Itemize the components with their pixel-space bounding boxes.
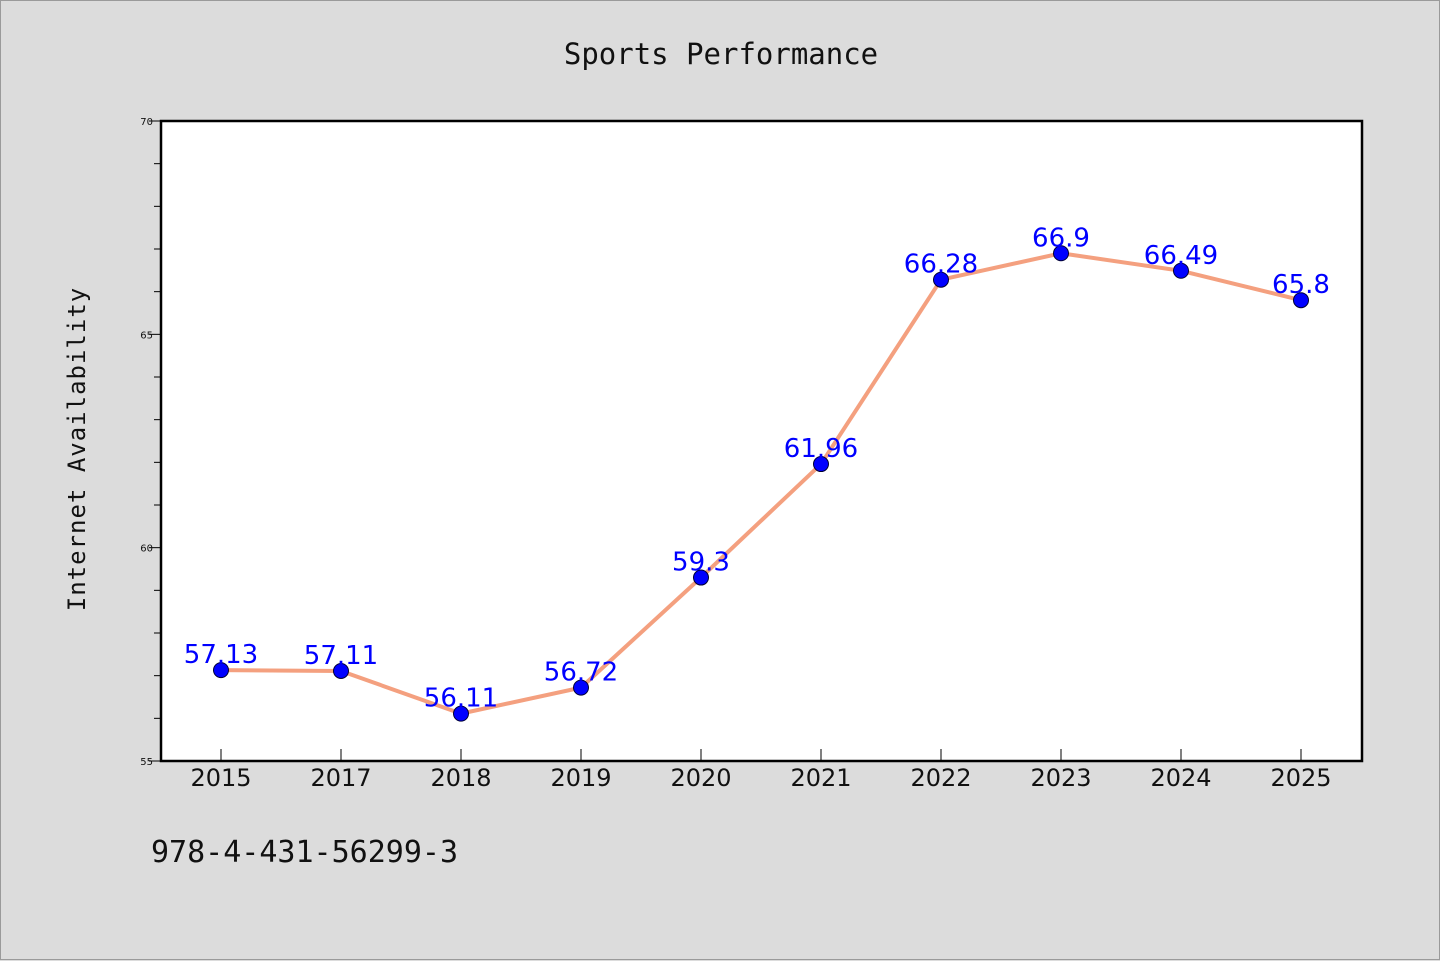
- y-tick-label: 55: [140, 757, 153, 768]
- chart-title: Sports Performance: [564, 37, 878, 71]
- y-tick-label: 65: [140, 330, 153, 341]
- x-tick-label: 2015: [190, 764, 251, 792]
- data-point: [1293, 292, 1309, 309]
- x-tick-label: 2023: [1030, 764, 1091, 792]
- x-tick-label: 2025: [1270, 764, 1331, 792]
- data-point: [333, 662, 349, 679]
- y-tick-label: 60: [140, 544, 153, 555]
- x-tick-label: 2024: [1150, 764, 1211, 792]
- x-tick-label: 2022: [910, 764, 971, 792]
- data-label: 66.9: [1032, 223, 1090, 253]
- data-label: 66.28: [904, 250, 978, 280]
- data-label: 59.3: [672, 548, 730, 578]
- y-axis-label: Internet Availability: [63, 287, 91, 611]
- data-label: 57.13: [184, 640, 258, 670]
- data-point: [813, 456, 829, 473]
- series-line: [219, 251, 1303, 716]
- x-tick-label: 2018: [430, 764, 491, 792]
- data-point: [453, 705, 469, 722]
- data-point: [693, 569, 709, 586]
- data-label: 56.72: [544, 658, 618, 688]
- isbn-text: 978-4-431-56299-3: [151, 835, 459, 870]
- data-label: 61.96: [784, 434, 858, 464]
- x-tick-label: 2017: [310, 764, 371, 792]
- x-tick-label: 2019: [550, 764, 611, 792]
- data-label: 56.11: [424, 684, 498, 714]
- data-label: 57.11: [304, 641, 378, 671]
- data-point: [573, 679, 589, 696]
- plot-frame: [159, 119, 1364, 763]
- data-point: [213, 662, 229, 679]
- x-tick-label: 2021: [790, 764, 851, 792]
- data-label: 66.49: [1144, 241, 1218, 271]
- x-tick-label: 2020: [670, 764, 731, 792]
- plot-area: [161, 121, 1362, 761]
- data-point: [1173, 262, 1189, 279]
- y-tick-label: 70: [140, 117, 153, 128]
- data-label: 65.8: [1272, 270, 1330, 300]
- plot-layer: 55 60 65 70 2015 2017 2018 2019 2020 2021 2022 2023…: [140, 117, 1331, 792]
- data-point: [933, 271, 949, 288]
- data-point: [1053, 245, 1069, 262]
